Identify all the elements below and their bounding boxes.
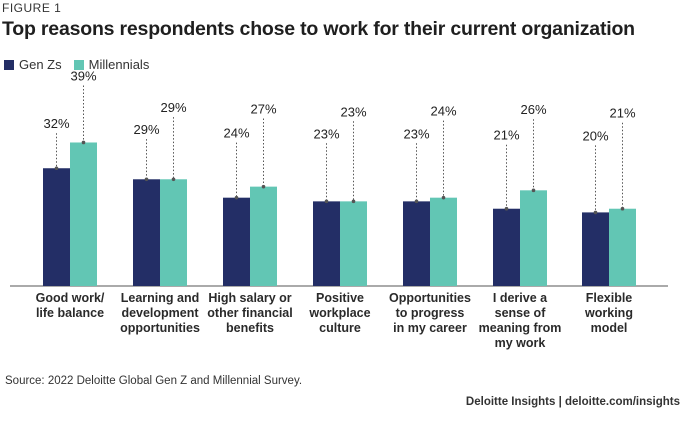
bar-millennials (160, 179, 187, 286)
data-label: 29% (133, 122, 159, 137)
leader-dot (54, 166, 59, 171)
legend: Gen Zs Millennials (4, 57, 161, 72)
source-note: Source: 2022 Deloitte Global Gen Z and M… (5, 375, 303, 387)
data-label: 20% (582, 128, 608, 143)
data-label: 23% (313, 126, 339, 141)
leader-dot (144, 177, 149, 182)
leader-dot (593, 210, 598, 215)
data-label: 26% (520, 102, 546, 117)
figure-label: FIGURE 1 (2, 1, 62, 15)
data-label: 21% (609, 106, 635, 121)
category-label: Positive workplace culture (308, 291, 370, 335)
chart-title: Top reasons respondents chose to work fo… (2, 18, 635, 40)
data-label: 39% (70, 68, 96, 83)
leader-dot (171, 177, 176, 182)
bar-millennials (70, 142, 97, 286)
leader-dot (324, 199, 329, 204)
leader-dot (261, 184, 266, 189)
leader-dot (504, 206, 509, 211)
category-label: Learning and development opportunities (120, 291, 200, 335)
data-label: 24% (430, 104, 456, 119)
legend-label-genz: Gen Zs (19, 57, 62, 72)
data-label: 24% (223, 126, 249, 141)
bar-genz (223, 197, 250, 286)
bar-millennials (609, 208, 636, 286)
leader-dot (234, 195, 239, 200)
data-label: 23% (340, 104, 366, 119)
data-label: 27% (250, 102, 276, 117)
category-label: I derive a sense of meaning from my work (479, 291, 562, 350)
legend-item-millennials: Millennials (73, 57, 150, 72)
bar-millennials (250, 186, 277, 286)
bar-genz (43, 168, 70, 286)
bar-millennials (430, 197, 457, 286)
bar-genz (493, 208, 520, 286)
bar-genz (133, 179, 160, 286)
bar-millennials (520, 190, 547, 286)
data-label: 21% (493, 128, 519, 143)
bar-chart: 32% 39% Good work/life balance 29%29% Learni… (10, 68, 668, 350)
leader-dot (81, 140, 86, 145)
leader-dot (441, 195, 446, 200)
category-label: Flexible working model (584, 291, 633, 335)
leader-dot (620, 206, 625, 211)
bar-genz (403, 201, 430, 286)
bar-genz (582, 212, 609, 286)
category-label: Good work/life balance (36, 291, 105, 320)
legend-label-millennials: Millennials (88, 57, 150, 72)
category-label: High salary or other financial benefits (207, 291, 292, 335)
data-label: 29% (160, 100, 186, 115)
legend-swatch-genz (4, 59, 14, 70)
leader-dot (531, 188, 536, 193)
data-label: 23% (403, 126, 429, 141)
bar-millennials (340, 201, 367, 286)
legend-swatch-millennials (73, 59, 84, 70)
data-label: 32% (43, 116, 69, 131)
bar-genz (313, 201, 340, 286)
legend-item-genz: Gen Zs (4, 57, 62, 72)
category-label: Opportunities to progress in my career (389, 291, 471, 335)
footer-credit: Deloitte Insights | deloitte.com/insight… (465, 396, 680, 408)
leader-dot (351, 199, 356, 204)
leader-dot (414, 199, 419, 204)
